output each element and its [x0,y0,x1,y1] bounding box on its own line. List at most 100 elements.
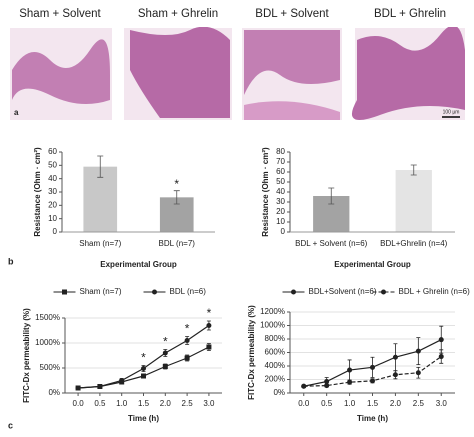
y-tick-label: 80 [276,147,285,156]
legend-label: BDL + Ghrelin (n=6) [399,287,471,296]
marker [392,354,398,360]
marker [347,379,353,385]
marker [97,384,103,389]
y-tick-label: 60 [276,167,285,176]
y-tick-label: 20 [48,200,57,209]
panel-letter: a [14,108,19,117]
scale-bar-label: 100 µm [443,109,460,115]
marker [324,379,330,385]
x-tick-label: 2.5 [182,399,194,408]
y-tick-label: 30 [276,197,285,206]
marker [184,355,190,361]
marker [206,323,212,328]
x-tick-label: Sham (n=7) [79,239,121,248]
y-tick-label: 500% [40,363,60,372]
marker [381,289,386,295]
legend-label: Sham (n=7) [80,287,122,296]
marker [301,383,307,389]
significance-mark: * [185,322,190,336]
significance-mark: * [163,335,168,349]
marker [141,373,146,379]
marker [162,364,168,369]
marker [152,289,157,295]
y-tick-label: 50 [276,177,285,186]
y-tick-label: 400% [265,361,285,370]
x-tick-label: 2.5 [413,399,425,408]
error-bar [173,190,180,205]
x-axis-label: Time (h) [128,414,159,423]
legend-label: BDL (n=6) [170,287,207,296]
marker [206,344,212,350]
x-tick-label: 3.0 [436,399,448,408]
marker [141,366,146,371]
x-tick-label: BDL + Solvent (n=6) [295,239,368,248]
bar [395,170,432,232]
image-label: BDL + Ghrelin [374,8,446,20]
marker [119,378,125,383]
y-tick-label: 1200% [260,307,285,316]
y-tick-label: 40 [276,187,285,196]
y-tick-label: 1000% [260,321,285,330]
y-tick-label: 50 [48,160,57,169]
y-tick-label: 20 [276,207,285,216]
panel-letter: b [8,256,14,266]
y-tick-label: 600% [265,348,285,357]
tissue [351,25,465,121]
significance-mark: * [141,351,146,365]
x-tick-label: 2.0 [390,399,402,408]
x-axis-label: Experimental Group [334,260,411,269]
tissue [12,39,110,104]
y-tick-label: 1000% [35,338,60,347]
y-tick-label: 0 [53,227,58,236]
marker [438,354,444,360]
y-tick-label: 30 [48,187,57,196]
y-tick-label: 0 [281,227,286,236]
x-tick-label: 0.0 [73,399,85,408]
y-tick-label: 0% [48,388,60,397]
y-tick-label: 1500% [35,313,60,322]
y-tick-label: 40 [48,174,57,183]
x-tick-label: 1.5 [138,399,150,408]
x-axis-label: Experimental Group [100,260,177,269]
x-tick-label: BDL (n=7) [159,239,196,248]
y-axis-label: Resistance (Ohm · cm²) [261,147,270,237]
legend-label: BDL+Solvent (n=6) [309,287,377,296]
x-tick-label: 1.0 [344,399,356,408]
error-bar [97,155,104,178]
marker [370,364,375,370]
y-axis-label: FITC-Dx permeability (%) [22,308,31,403]
significance-mark: * [207,306,212,320]
label-box [4,3,112,27]
x-axis-label: Time (h) [357,414,388,423]
x-tick-label: BDL+Ghrelin (n=4) [380,239,447,248]
x-tick-label: 1.5 [367,399,379,408]
marker [184,338,190,343]
marker [415,370,421,376]
x-tick-label: 0.5 [94,399,106,408]
y-tick-label: 60 [48,147,57,156]
y-axis-label: Resistance (Ohm · cm²) [33,147,42,237]
error-bar [328,187,335,205]
histology-images: 100 µm a [10,25,465,121]
marker [370,378,375,384]
x-tick-label: 2.0 [160,399,172,408]
x-tick-label: 3.0 [203,399,215,408]
marker [162,350,168,356]
significance-mark: * [174,177,179,191]
marker [291,289,296,295]
y-tick-label: 10 [276,217,285,226]
image-label: BDL + Solvent [255,8,329,20]
image-label: Sham + Ghrelin [138,8,218,20]
tissue [244,101,340,120]
marker [438,337,444,343]
y-axis-label: FITC-Dx permeability (%) [247,305,256,400]
y-tick-label: 800% [265,334,285,343]
y-tick-label: 70 [276,157,285,166]
tissue [130,26,230,119]
panel-letter: c [8,420,13,430]
y-tick-label: 10 [48,214,57,223]
y-tick-label: 200% [265,375,285,384]
x-tick-label: 1.0 [116,399,128,408]
x-tick-label: 0.5 [321,399,333,408]
